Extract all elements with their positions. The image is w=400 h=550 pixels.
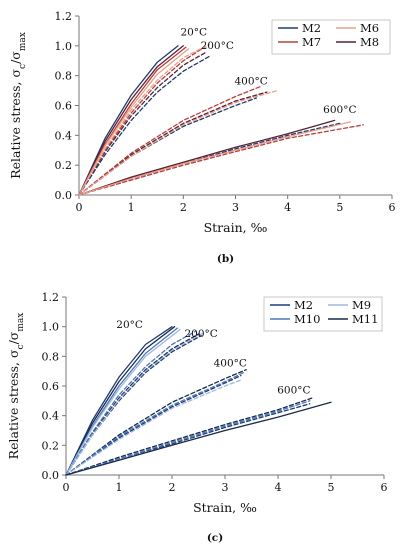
x-tick-label: 6: [389, 201, 396, 214]
y-axis-label-part: /σ: [8, 51, 23, 64]
temperature-annotation: 600°C: [323, 104, 356, 116]
series-line-400c-9: [78, 91, 268, 196]
series-line-400c-8: [65, 374, 242, 476]
y-tick-label: 0.2: [42, 439, 60, 452]
x-tick-label: 4: [275, 481, 282, 494]
series-line-20c-1: [65, 326, 176, 476]
series-line-400c-10: [65, 371, 245, 476]
y-tick-label: 0.8: [42, 350, 60, 363]
y-axis-label-subscript: c: [16, 344, 26, 349]
y-tick-label: 0.0: [55, 189, 73, 202]
y-tick-label: 0.8: [55, 70, 73, 83]
y-axis-label-part: /σ: [6, 331, 21, 344]
y-tick-label: 0.2: [55, 159, 73, 172]
temperature-annotation: 20°C: [180, 26, 207, 38]
series-line-400c-11: [78, 89, 278, 196]
legend-label: M10: [294, 312, 320, 326]
series-line-200c-7: [65, 331, 205, 476]
temperature-annotation: 20°C: [116, 319, 143, 331]
legend-label: M11: [352, 312, 378, 326]
series-line-400c-11: [65, 379, 242, 476]
legend-label: M7: [302, 35, 321, 49]
y-tick-label: 0.4: [55, 129, 73, 142]
x-tick-label: 2: [169, 481, 176, 494]
series-line-600c-13: [78, 119, 336, 196]
series-line-200c-4: [78, 55, 211, 196]
chart-panel-c: 0 1 2 3 4 5 6 0.0 0.2 0.4 0.6 0.8 1.0 1.2 Strain, ‰ Rel…: [6, 291, 388, 544]
y-axis-label-subscript: c: [18, 64, 28, 69]
series-line-20c-0: [65, 326, 173, 476]
y-axis-label: Relative stress, σc/σmax: [6, 313, 26, 460]
x-tick-label: 5: [328, 481, 335, 494]
y-axis-label-subscript: max: [16, 313, 26, 332]
x-tick-label: 1: [116, 481, 123, 494]
legend-box: [263, 296, 383, 332]
x-tick-label: 2: [180, 201, 187, 214]
legend-label: M9: [352, 298, 371, 312]
y-axis-label-part: Relative stress, σ: [8, 69, 23, 179]
x-tick-label: 0: [63, 481, 70, 494]
y-tick-label: 0.6: [42, 380, 60, 393]
x-tick-label: 6: [381, 481, 388, 494]
series-line-20c-3: [65, 328, 181, 476]
x-tick-label: 0: [76, 201, 83, 214]
y-axis-label-part: Relative stress, σ: [6, 349, 21, 459]
x-tick-label: 5: [336, 201, 343, 214]
panel-label: (c): [207, 532, 223, 544]
series-line-400c-9: [65, 369, 247, 476]
y-tick-label: 0.0: [42, 469, 60, 482]
series-line-200c-6: [65, 330, 197, 476]
y-tick-label: 1.2: [55, 10, 73, 23]
temperature-annotation: 400°C: [234, 76, 267, 88]
chart-panel-b: 0 1 2 3 4 5 6 0.0 0.2 0.4 0.6 0.8 1.0 1.2 Strain, ‰ Rel…: [8, 10, 396, 265]
y-tick-label: 1.0: [42, 321, 60, 334]
x-tick-label: 3: [222, 481, 229, 494]
series-line-20c-0: [78, 45, 179, 196]
x-axis-label: Strain, ‰: [193, 500, 257, 515]
x-tick-label: 1: [128, 201, 135, 214]
series-line-600c-15: [65, 401, 332, 476]
temperature-annotation: 200°C: [184, 328, 217, 340]
legend-label: M6: [360, 21, 379, 35]
series-line-600c-15: [78, 121, 351, 196]
y-tick-label: 0.4: [42, 410, 60, 423]
legend-box: [271, 19, 391, 55]
legend-label: M2: [302, 21, 321, 35]
series-line-20c-1: [78, 45, 184, 196]
temperature-annotation: 600°C: [277, 384, 310, 396]
y-axis-label-subscript: max: [18, 32, 28, 51]
x-axis-label: Strain, ‰: [204, 220, 268, 235]
y-tick-label: 1.0: [55, 40, 73, 53]
legend-label: M8: [360, 35, 379, 49]
series-line-600c-14: [78, 124, 364, 196]
x-tick-label: 4: [284, 201, 291, 214]
series-line-400c-10: [78, 85, 263, 196]
legend-label: M2: [294, 298, 313, 312]
y-tick-label: 0.6: [55, 100, 73, 113]
temperature-annotation: 200°C: [201, 40, 234, 52]
y-tick-label: 1.2: [42, 291, 60, 304]
panel-label: (b): [217, 253, 234, 265]
y-axis-label: Relative stress, σc/σmax: [8, 32, 28, 179]
series-line-20c-3: [78, 48, 190, 196]
series-line-200c-7: [78, 43, 211, 196]
temperature-annotation: 400°C: [214, 358, 247, 370]
series-line-600c-13: [65, 397, 314, 476]
x-tick-label: 3: [232, 201, 239, 214]
series-line-600c-14: [65, 400, 311, 476]
